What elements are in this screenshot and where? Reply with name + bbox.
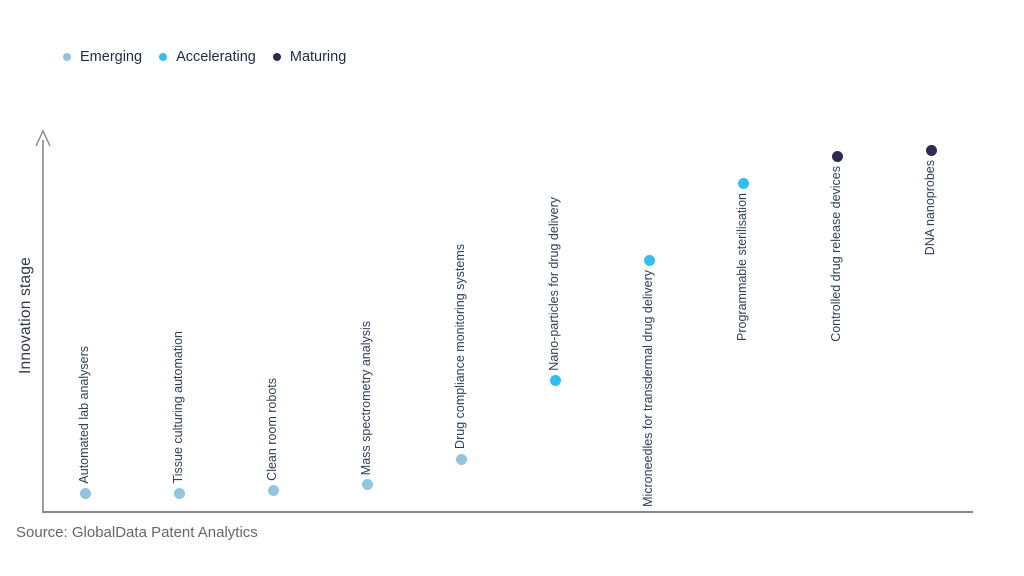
y-axis-label: Innovation stage: [17, 257, 34, 374]
data-point-dot: [173, 487, 185, 499]
legend-dot-icon: [272, 53, 281, 61]
legend-item-label: Maturing: [289, 49, 347, 65]
data-point-label: DNA nanoprobes: [923, 160, 937, 256]
legend-dot-icon: [159, 53, 168, 61]
legend-dot-icon: [63, 53, 71, 61]
data-point-dot: [79, 487, 91, 499]
y-axis-arrow-icon: [35, 129, 51, 147]
data-point-dot: [549, 375, 561, 387]
source-note: Source: GlobalData Patent Analytics: [16, 524, 258, 541]
legend-item-maturing: Maturing: [272, 49, 347, 65]
data-point-label: Clean room robots: [265, 377, 279, 481]
legend-item-label: Emerging: [80, 49, 143, 65]
legend-item-emerging: Emerging: [63, 49, 142, 65]
legend-item-accelerating: Accelerating: [159, 49, 256, 65]
data-point-dot: [267, 485, 279, 496]
data-point-label: Drug compliance monitoring systems: [453, 244, 467, 450]
data-point-label: Tissue culturing automation: [171, 330, 185, 484]
data-point-dot: [737, 177, 749, 189]
data-point-label: Nano-particles for drug delivery: [547, 197, 561, 371]
data-point-dot: [925, 144, 937, 156]
data-point-dot: [831, 150, 843, 162]
data-point-dot: [455, 453, 467, 465]
data-point-dot: [361, 479, 373, 491]
data-point-label: Microneedles for transdermal drug delive…: [641, 270, 655, 508]
data-point-label: Controlled drug release devices: [829, 166, 843, 342]
data-point-label: Mass spectrometry analysis: [359, 320, 373, 475]
legend-item-label: Accelerating: [176, 49, 256, 65]
data-point-dot: [643, 254, 655, 266]
legend: Emerging Accelerating Maturing: [63, 49, 346, 65]
data-point-label: Programmable sterilisation: [735, 193, 749, 342]
data-point-label: Automated lab analysers: [77, 345, 91, 484]
